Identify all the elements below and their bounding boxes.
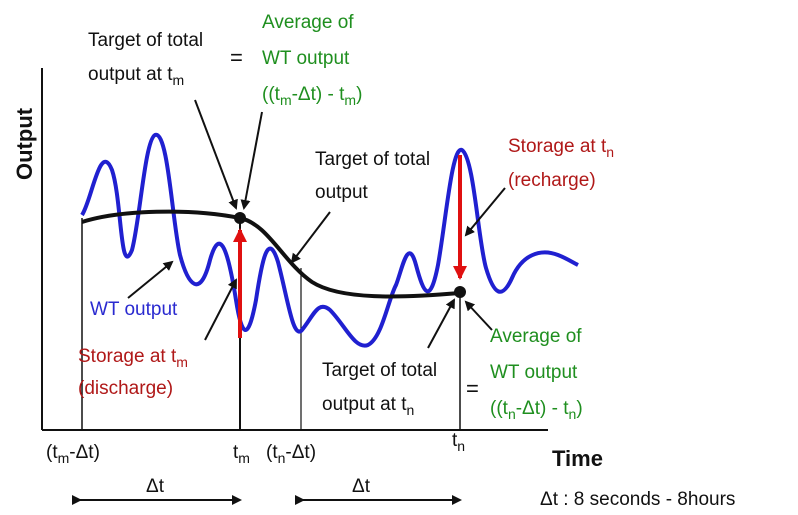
target-tm-line1: Target of total: [88, 30, 203, 51]
target-tn-line1: Target of total: [322, 360, 437, 381]
tick-tn-minus: (tn-Δt): [266, 442, 316, 466]
target-point-tn: [454, 286, 466, 298]
avg-n-line2: WT output: [490, 362, 578, 383]
target-total-line2: output: [315, 182, 369, 203]
tick-tm: tm: [233, 442, 250, 466]
storage-tn-line1: Storage at tn: [508, 136, 614, 160]
storage-tn-line2: (recharge): [508, 170, 596, 191]
delta-label-2: Δt: [352, 476, 371, 497]
arrow-avg-m: [240, 111, 263, 210]
target-point-tm: [234, 212, 246, 224]
arrow-storage-tn: [464, 187, 506, 237]
tick-tn: tn: [452, 430, 465, 454]
avg-m-line3: ((tm-Δt) - tm): [262, 84, 362, 108]
y-axis-label: Output: [12, 107, 37, 180]
avg-n-line3: ((tn-Δt) - tn): [490, 398, 583, 422]
arrow-storage-tm: [204, 278, 237, 341]
wt-output-label: WT output: [90, 299, 178, 320]
wt-output-curve: [80, 133, 579, 348]
equals-m: =: [230, 45, 243, 70]
target-total-curve: [81, 209, 461, 299]
arrow-target-tm: [194, 99, 238, 210]
arrow-target-total: [290, 211, 331, 264]
arrow-target-tn: [427, 298, 455, 349]
arrow-avg-n: [464, 300, 493, 331]
target-tn-line2: output at tn: [322, 394, 414, 418]
delta-label-1: Δt: [146, 476, 165, 497]
delta-legend: Δt : 8 seconds - 8hours: [540, 489, 735, 510]
storage-tm-line2: (discharge): [78, 378, 173, 399]
equals-n: =: [466, 376, 479, 401]
target-total-line1: Target of total: [315, 149, 430, 170]
arrow-wt-output: [127, 260, 174, 299]
tick-tm-minus: (tm-Δt): [46, 442, 100, 466]
storage-tm-line1: Storage at tm: [78, 346, 188, 370]
avg-n-line1: Average of: [490, 326, 582, 347]
target-tm-line2: output at tm: [88, 64, 184, 88]
avg-m-line1: Average of: [262, 12, 354, 33]
x-axis-label: Time: [552, 446, 603, 471]
avg-m-line2: WT output: [262, 48, 350, 69]
